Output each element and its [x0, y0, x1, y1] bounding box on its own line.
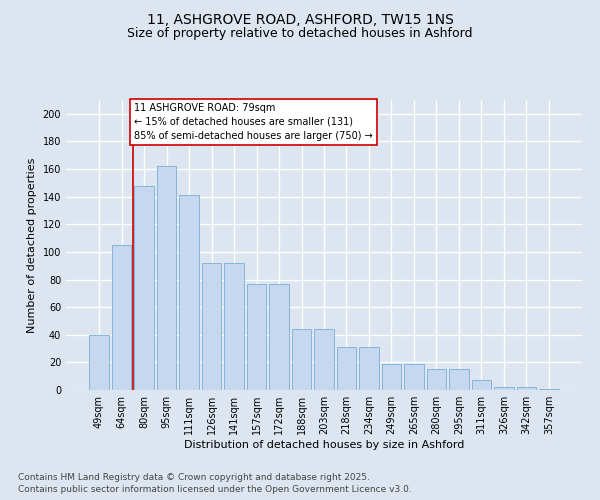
Bar [449, 370, 469, 390]
Bar [314, 329, 334, 390]
Bar [404, 364, 424, 390]
Bar [292, 329, 311, 390]
Bar [224, 263, 244, 390]
Text: Contains public sector information licensed under the Open Government Licence v3: Contains public sector information licen… [18, 485, 412, 494]
Bar [247, 284, 266, 390]
Bar [112, 245, 131, 390]
Bar [539, 388, 559, 390]
Text: 11 ASHGROVE ROAD: 79sqm
← 15% of detached houses are smaller (131)
85% of semi-d: 11 ASHGROVE ROAD: 79sqm ← 15% of detache… [134, 103, 373, 141]
Text: Contains HM Land Registry data © Crown copyright and database right 2025.: Contains HM Land Registry data © Crown c… [18, 472, 370, 482]
Bar [382, 364, 401, 390]
Bar [179, 196, 199, 390]
Bar [427, 370, 446, 390]
Text: Size of property relative to detached houses in Ashford: Size of property relative to detached ho… [127, 28, 473, 40]
Bar [337, 347, 356, 390]
Bar [89, 335, 109, 390]
Bar [472, 380, 491, 390]
Bar [359, 347, 379, 390]
Bar [269, 284, 289, 390]
Bar [202, 263, 221, 390]
Bar [494, 387, 514, 390]
Text: 11, ASHGROVE ROAD, ASHFORD, TW15 1NS: 11, ASHGROVE ROAD, ASHFORD, TW15 1NS [146, 12, 454, 26]
Y-axis label: Number of detached properties: Number of detached properties [27, 158, 37, 332]
Bar [134, 186, 154, 390]
X-axis label: Distribution of detached houses by size in Ashford: Distribution of detached houses by size … [184, 440, 464, 450]
Bar [157, 166, 176, 390]
Bar [517, 387, 536, 390]
